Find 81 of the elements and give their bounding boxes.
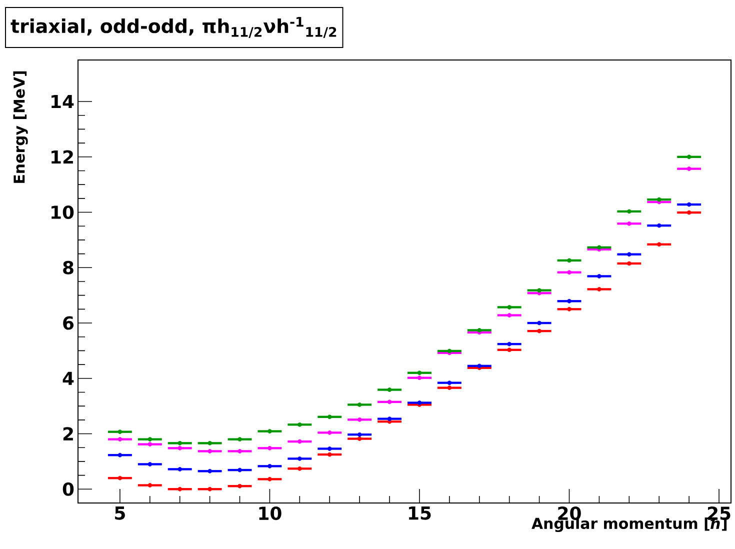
y-tick-label: 14 (52, 94, 74, 108)
point (656, 242, 662, 247)
y-tick-label: 0 (62, 482, 74, 496)
point (357, 402, 362, 407)
point (507, 348, 512, 352)
point (387, 416, 392, 422)
point (357, 417, 362, 422)
point (567, 258, 572, 263)
point (178, 486, 182, 492)
point (238, 484, 242, 488)
point (507, 305, 512, 310)
point (118, 430, 122, 434)
point (597, 274, 602, 278)
y-tick-label: 8 (63, 260, 74, 274)
point (656, 197, 662, 202)
point (327, 430, 332, 435)
point (686, 210, 692, 215)
point (327, 414, 332, 420)
point (626, 209, 632, 214)
point (387, 400, 392, 404)
x-tick-label: 5 (115, 506, 125, 520)
point (208, 468, 212, 474)
point (268, 464, 272, 468)
point (208, 449, 212, 454)
y-tick-label: 12 (52, 150, 73, 164)
point (417, 376, 422, 380)
point (118, 476, 122, 480)
y-tick-label: 10 (52, 205, 74, 220)
point (567, 298, 572, 304)
point (148, 462, 152, 466)
point (417, 370, 422, 376)
point (148, 483, 152, 488)
point (387, 388, 392, 392)
y-tick-label: 6 (63, 316, 74, 330)
point (118, 452, 122, 458)
point (238, 437, 242, 442)
point (597, 287, 602, 292)
point (268, 429, 272, 434)
point (297, 456, 302, 461)
point (178, 440, 182, 446)
point (327, 452, 332, 457)
point (268, 476, 272, 482)
point (178, 446, 182, 450)
point (567, 306, 572, 312)
point (178, 467, 182, 472)
point (507, 342, 512, 346)
point (268, 446, 272, 450)
point (238, 449, 242, 454)
point (537, 320, 542, 326)
x-tick-label: 15 (409, 506, 431, 520)
point (118, 437, 122, 442)
x-tick-label: 10 (259, 506, 282, 520)
y-tick-label: 4 (62, 372, 74, 385)
point (297, 466, 302, 471)
point (208, 440, 212, 446)
point (626, 221, 632, 226)
point (447, 386, 452, 390)
point (238, 468, 242, 472)
y-axis-title: Energy [MeV] (13, 71, 28, 183)
point (507, 313, 512, 318)
point (208, 486, 212, 492)
point (447, 380, 452, 386)
point (537, 328, 542, 334)
point (567, 270, 572, 275)
point (148, 442, 152, 446)
point (537, 288, 542, 293)
point (686, 166, 692, 171)
point (686, 202, 692, 207)
point (297, 422, 302, 427)
point (357, 432, 362, 437)
point (686, 154, 692, 160)
point (626, 252, 632, 257)
point (297, 439, 302, 444)
point (357, 436, 362, 441)
point (148, 437, 152, 442)
point (626, 261, 632, 266)
point (477, 328, 482, 332)
y-tick-label: 2 (63, 427, 73, 440)
chart-title: triaxial, odd-odd, πh$_{11/2}$νh$^{-1}$11/2 (10, 16, 336, 38)
point (327, 446, 332, 451)
point (656, 223, 662, 228)
